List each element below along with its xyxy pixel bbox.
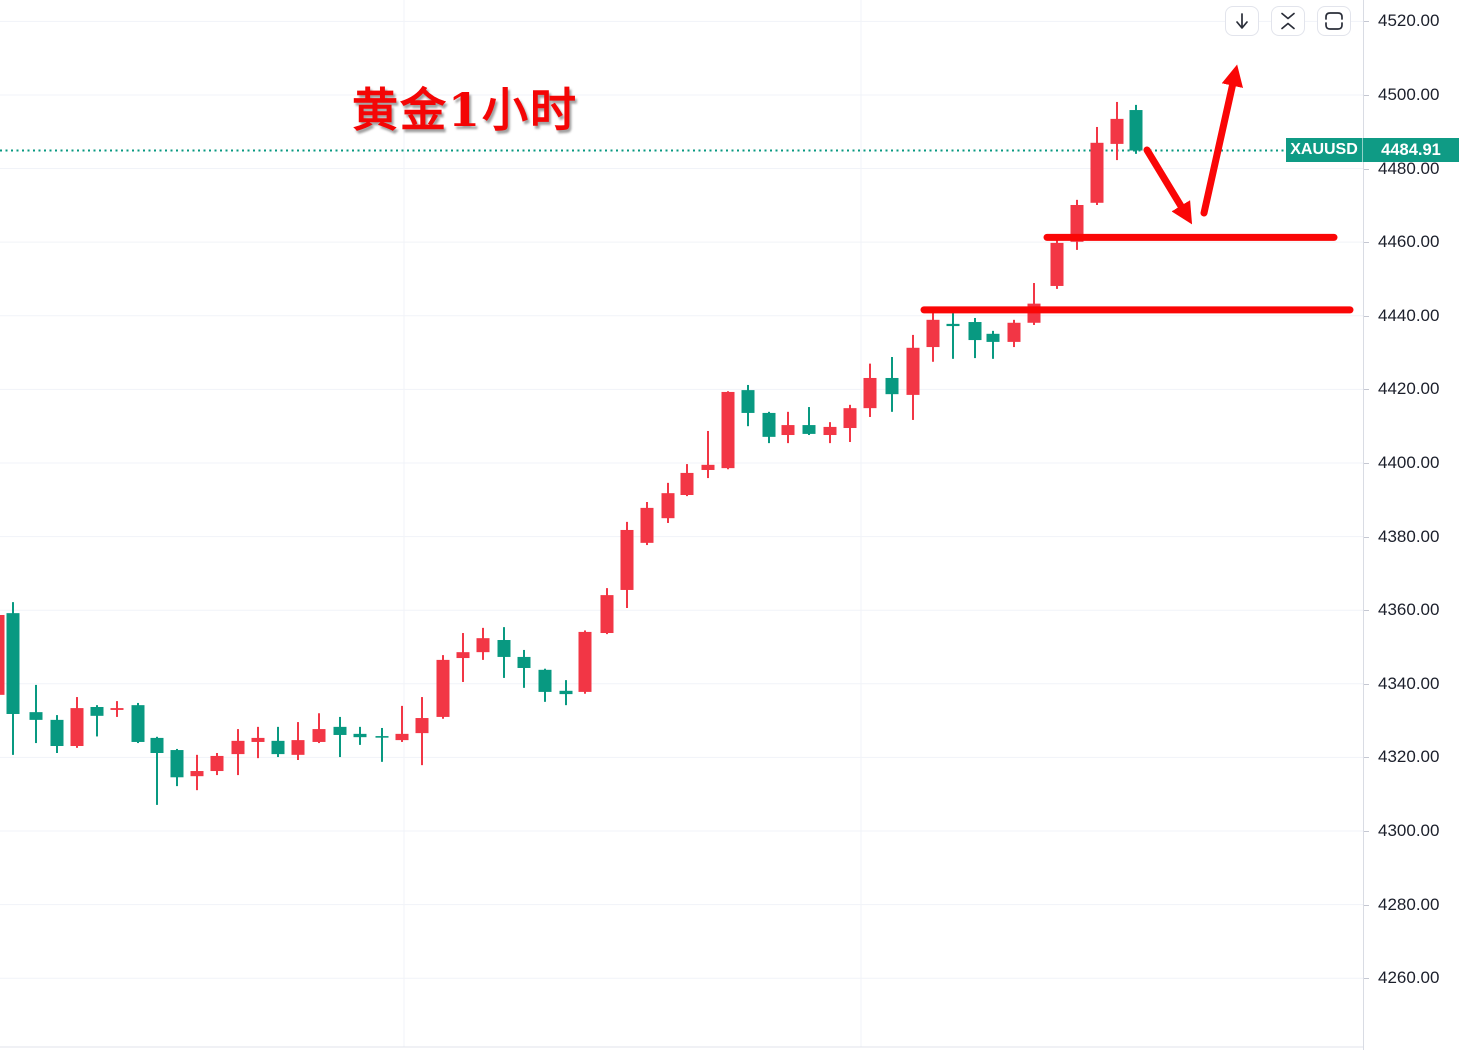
candle-up bbox=[70, 708, 84, 747]
price-axis-label: 4300.00 bbox=[1378, 821, 1440, 841]
candle-up bbox=[436, 659, 450, 717]
candle-down bbox=[497, 640, 511, 657]
candle-up bbox=[291, 740, 305, 755]
price-axis-label: 4480.00 bbox=[1378, 158, 1440, 178]
candle-down bbox=[968, 322, 982, 341]
candle-up bbox=[906, 347, 920, 395]
price-axis-label: 4360.00 bbox=[1378, 600, 1440, 620]
candle-down bbox=[150, 737, 164, 753]
candle-up bbox=[843, 408, 857, 429]
price-axis-label: 4460.00 bbox=[1378, 232, 1440, 252]
candle-up bbox=[721, 391, 735, 469]
candle-up bbox=[823, 426, 837, 436]
candle-down bbox=[170, 750, 184, 778]
screenshot-frame-button[interactable] bbox=[1317, 6, 1351, 36]
candle-down bbox=[802, 425, 816, 434]
price-axis-tick bbox=[1364, 978, 1369, 980]
frame-icon bbox=[1323, 10, 1345, 32]
candle-up bbox=[231, 740, 245, 755]
price-axis-tick bbox=[1364, 904, 1369, 906]
last-price-badge: XAUUSD 4484.91 bbox=[1286, 138, 1459, 163]
candle-down bbox=[762, 412, 776, 437]
arrow-down-icon bbox=[1231, 10, 1253, 32]
candle-down bbox=[333, 726, 347, 735]
candle-up bbox=[863, 377, 877, 409]
candle-up bbox=[620, 529, 634, 590]
price-axis-label: 4520.00 bbox=[1378, 11, 1440, 31]
candle-up bbox=[640, 507, 654, 543]
candle-down bbox=[885, 377, 899, 395]
candle-up bbox=[1050, 242, 1064, 286]
price-axis-label: 4260.00 bbox=[1378, 968, 1440, 988]
candle-down bbox=[375, 736, 389, 738]
price-axis-label: 4440.00 bbox=[1378, 305, 1440, 325]
candle-up bbox=[661, 493, 675, 519]
candle-up bbox=[1007, 322, 1021, 342]
candle-down bbox=[353, 733, 367, 738]
candle-up bbox=[190, 771, 204, 777]
candle-down bbox=[538, 669, 552, 692]
candle-down bbox=[131, 705, 145, 742]
candle-down bbox=[6, 613, 20, 714]
candle-down bbox=[271, 740, 285, 755]
candle-up bbox=[0, 614, 5, 695]
candle-up bbox=[600, 595, 614, 634]
candle-up bbox=[1070, 204, 1084, 242]
price-axis-tick bbox=[1364, 94, 1369, 96]
candle-down bbox=[517, 656, 531, 668]
candle-up bbox=[578, 631, 592, 692]
candle-up bbox=[415, 718, 429, 734]
candle-down bbox=[559, 690, 573, 695]
price-axis-label: 4320.00 bbox=[1378, 747, 1440, 767]
price-axis-tick bbox=[1364, 610, 1369, 612]
price-axis-label: 4340.00 bbox=[1378, 673, 1440, 693]
price-axis-label: 4420.00 bbox=[1378, 379, 1440, 399]
price-axis[interactable]: 4520.00 4500.00 4480.00 4460.00 4440.00 4420.… bbox=[1363, 0, 1460, 1050]
last-price-value: 4484.91 bbox=[1381, 140, 1441, 159]
price-axis-label: 4500.00 bbox=[1378, 84, 1440, 104]
price-axis-tick bbox=[1364, 389, 1369, 391]
candle-up bbox=[395, 733, 409, 741]
candle-down bbox=[29, 712, 43, 720]
candle-up bbox=[210, 755, 224, 772]
candle-up bbox=[251, 737, 265, 742]
price-axis-tick bbox=[1364, 683, 1369, 685]
drawn-arrow-down-right[interactable] bbox=[1143, 146, 1193, 225]
candle-down bbox=[90, 706, 104, 716]
candle-up bbox=[456, 652, 470, 659]
collapse-icon bbox=[1277, 10, 1299, 32]
price-axis-tick bbox=[1364, 757, 1369, 759]
candle-up bbox=[476, 638, 490, 653]
price-axis-label: 4380.00 bbox=[1378, 526, 1440, 546]
drawn-arrow-up-right[interactable] bbox=[1200, 64, 1243, 217]
candle-up bbox=[680, 472, 694, 496]
candle-down bbox=[741, 390, 755, 413]
candle-down bbox=[50, 719, 64, 747]
candle-down bbox=[986, 333, 1000, 342]
candle-up bbox=[926, 319, 940, 348]
price-axis-tick bbox=[1364, 168, 1369, 170]
candle-up bbox=[781, 425, 795, 436]
candle-up bbox=[701, 464, 715, 470]
candle-up bbox=[312, 729, 326, 742]
candle-up bbox=[110, 708, 124, 710]
price-axis-label: 4280.00 bbox=[1378, 894, 1440, 914]
price-axis-tick bbox=[1364, 242, 1369, 244]
price-axis-tick bbox=[1364, 536, 1369, 538]
candle-down bbox=[946, 323, 960, 327]
price-axis-tick bbox=[1364, 21, 1369, 23]
candle-down bbox=[1129, 110, 1143, 151]
price-axis-tick bbox=[1364, 462, 1369, 464]
scroll-to-latest-button[interactable] bbox=[1225, 6, 1259, 36]
chart-title-drawing[interactable]: 黄金1小时 bbox=[352, 83, 579, 137]
collapse-pane-button[interactable] bbox=[1271, 6, 1305, 36]
candle-up bbox=[1110, 118, 1124, 144]
candle-up bbox=[1090, 142, 1104, 203]
price-axis-label: 4400.00 bbox=[1378, 452, 1440, 472]
price-axis-tick bbox=[1364, 831, 1369, 833]
price-axis-tick bbox=[1364, 315, 1369, 317]
symbol-label: XAUUSD bbox=[1286, 138, 1363, 163]
